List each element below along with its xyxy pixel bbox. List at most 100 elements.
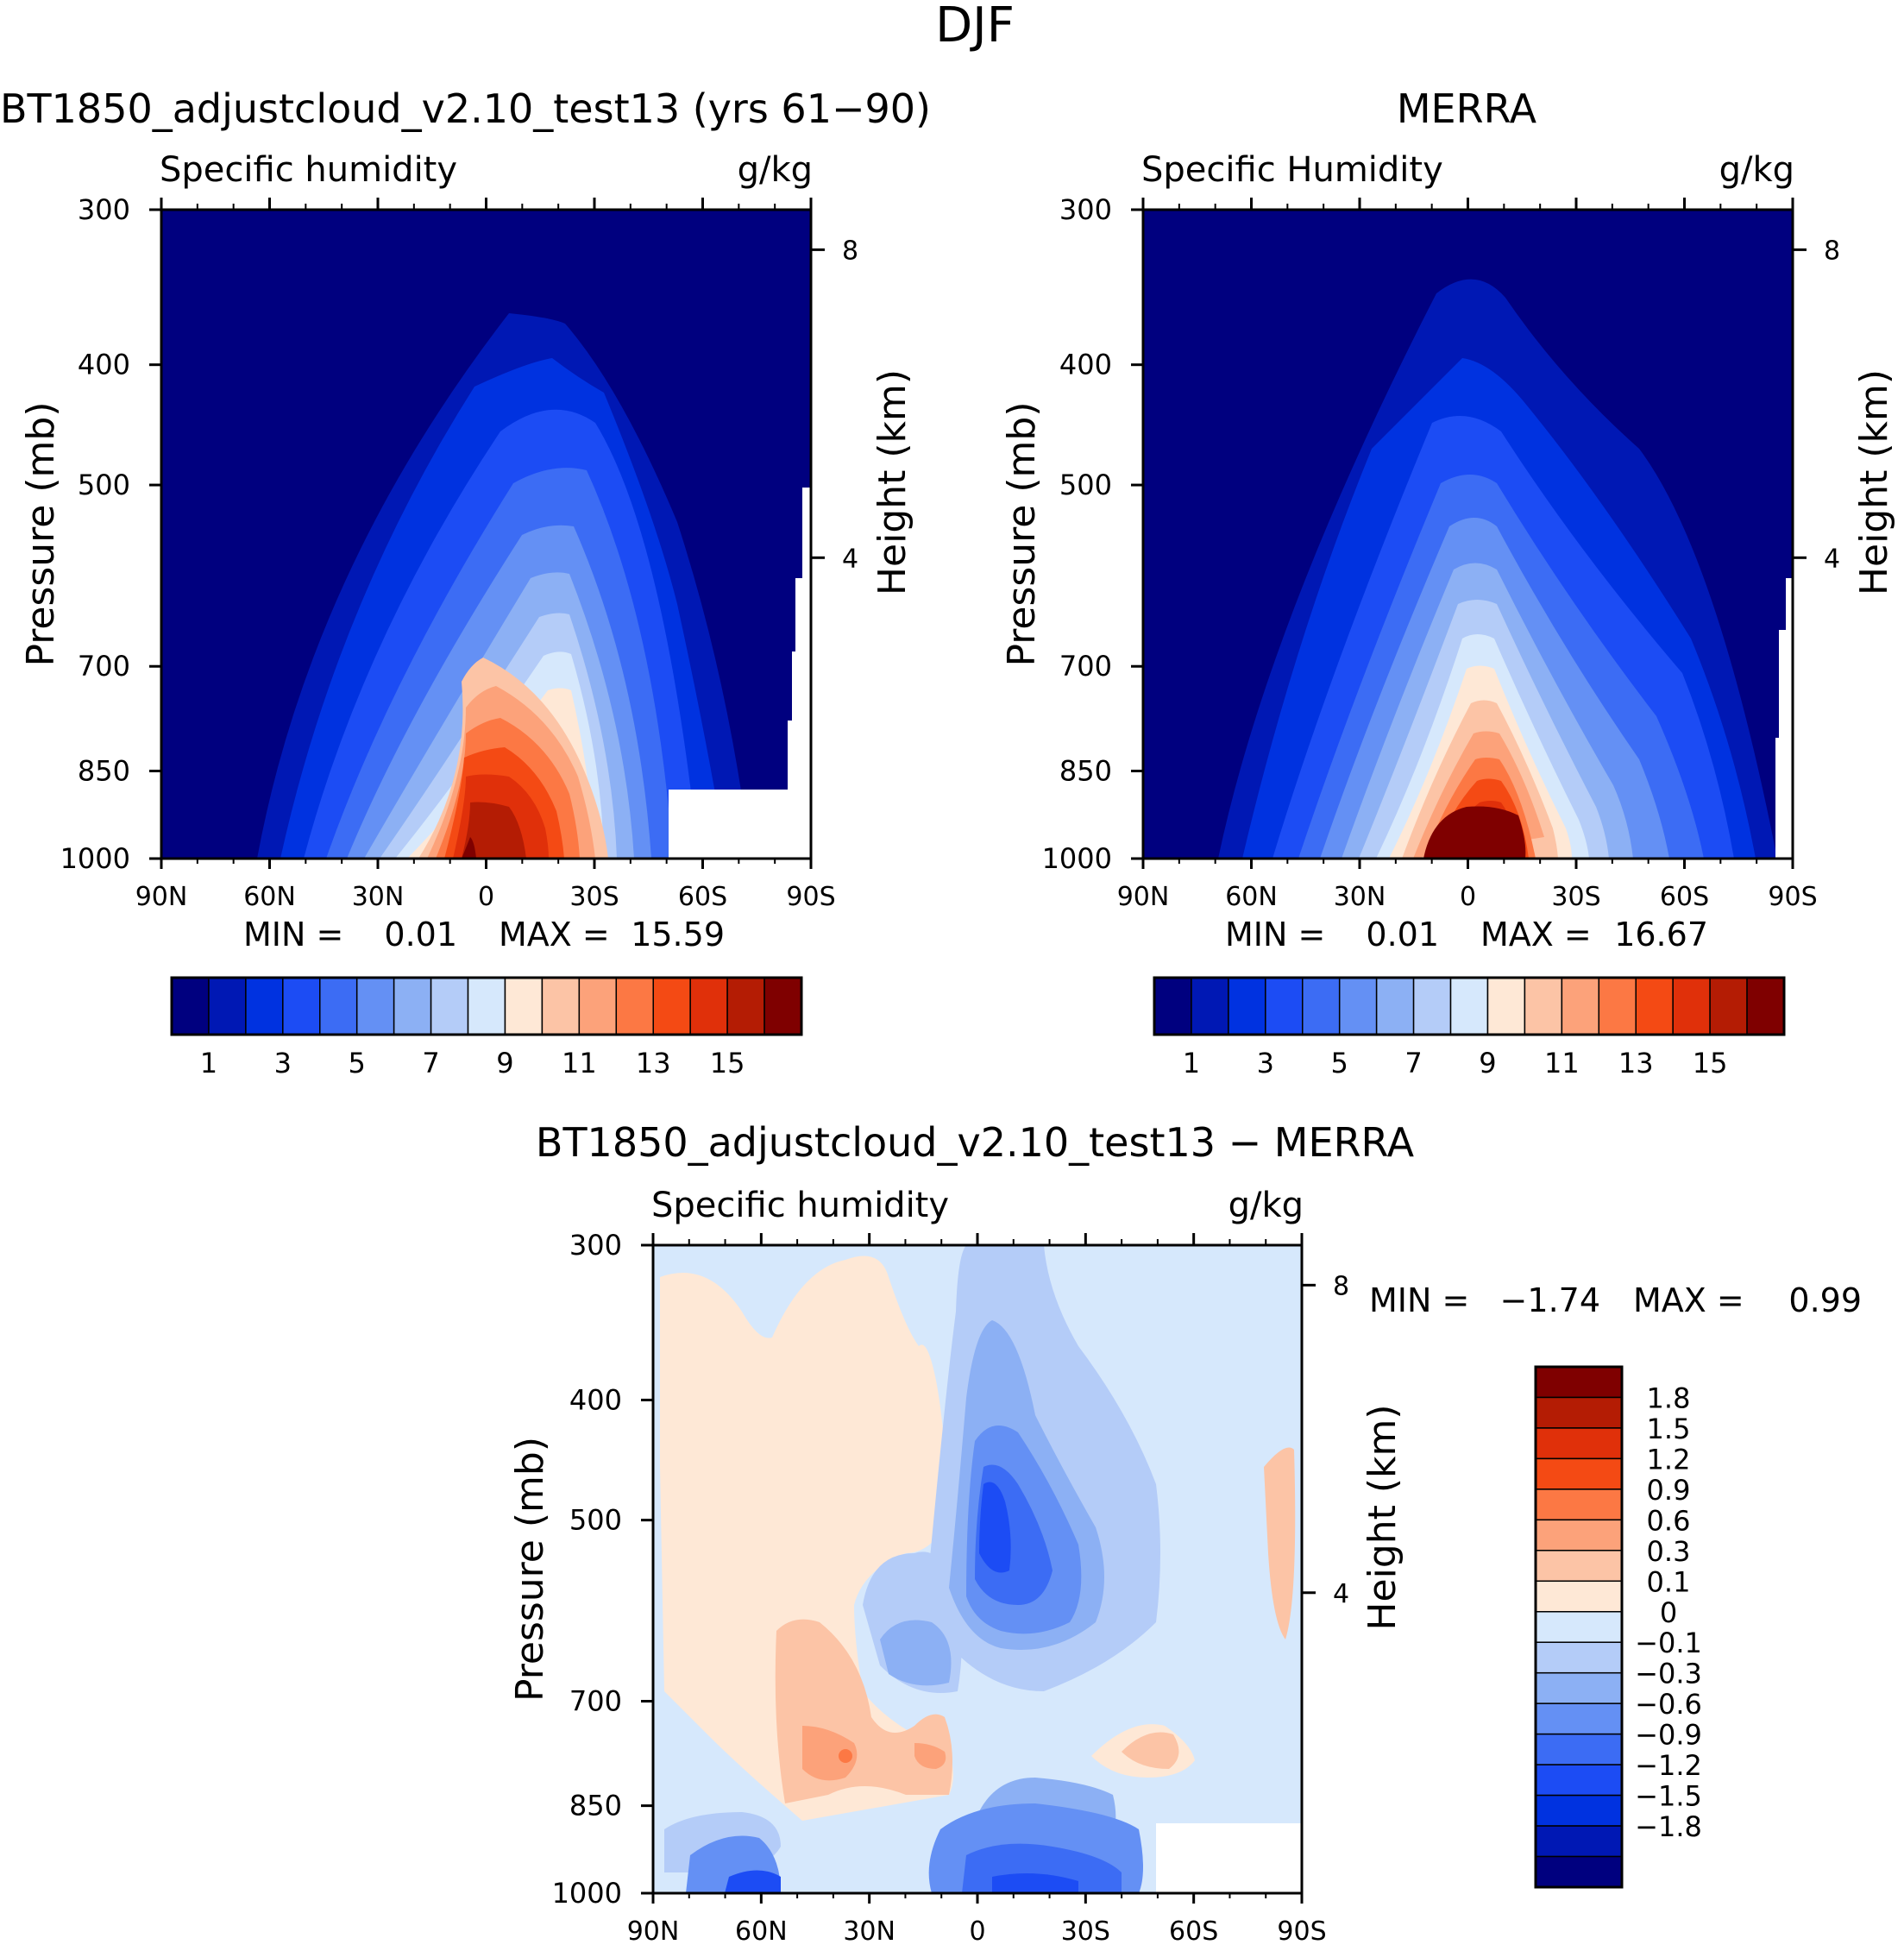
y-axis-title: Pressure (mb) — [508, 1437, 552, 1702]
colorbar-label: −0.3 — [1635, 1658, 1702, 1690]
colorbar-frame — [170, 976, 803, 1036]
y-tick-label: 400 — [78, 349, 130, 381]
x-tick-label: 30N — [1334, 882, 1386, 912]
x-tick-label: 60S — [678, 882, 727, 912]
contour-field — [660, 1245, 1296, 1893]
colorbar: 1 3 5 7 9 11 13 15 — [1153, 976, 1786, 1079]
colorbar-label: 9 — [1479, 1047, 1496, 1079]
min-value: 0.01 — [1366, 916, 1439, 953]
colorbar-swatch — [1265, 977, 1304, 1035]
colorbar-swatch — [1535, 1794, 1623, 1827]
x-tick-label: 0 — [1460, 882, 1476, 912]
y-tick-label: 500 — [78, 469, 130, 501]
max-value: 16.67 — [1614, 916, 1708, 953]
colorbar-label: 15 — [710, 1047, 745, 1079]
page-title: DJF — [935, 0, 1015, 53]
x-tick-label: 60S — [1169, 1916, 1218, 1947]
difference-panel: BT1850_adjustcloud_v2.10_test13 − MERRA … — [508, 1119, 1862, 1947]
missing-region — [1156, 1823, 1302, 1893]
colorbar-swatch — [1449, 977, 1489, 1035]
colorbar-swatch — [1412, 977, 1452, 1035]
axes: 90N 60N 30N 0 30S 60S 90S 300 400 500 700 850 1000 8 4… — [1000, 193, 1896, 912]
panel-subtitle-left: Specific humidity — [651, 1186, 949, 1225]
colorbar-label: 0.6 — [1647, 1504, 1691, 1537]
colorbar-swatch — [652, 977, 691, 1035]
colorbar-swatch — [430, 977, 469, 1035]
axes: 90N 60N 30N 0 30S 60S 90S 300 400 500 700 850 1000 8 4… — [508, 1229, 1404, 1947]
right-axis-title: Height (km) — [1852, 369, 1896, 595]
axes: 90N 60N 30N 0 30S 60S 90S 300 400 500 700 850 1000 8 4… — [19, 193, 914, 912]
x-tick-label: 30N — [843, 1916, 895, 1947]
panel-title: BT1850_adjustcloud_v2.10_test13 (yrs 61−… — [0, 85, 931, 132]
colorbar-swatch — [1535, 1671, 1623, 1704]
panel-title: BT1850_adjustcloud_v2.10_test13 − MERRA — [536, 1119, 1415, 1166]
colorbar-label: 1 — [1183, 1047, 1200, 1079]
colorbar-label: 5 — [1331, 1047, 1348, 1079]
colorbar-label: 11 — [1544, 1047, 1580, 1079]
x-tick-label: 60N — [1225, 882, 1278, 912]
x-tick-label: 30S — [569, 882, 619, 912]
height-tick-label: 4 — [1824, 544, 1840, 574]
y-tick-label: 400 — [1059, 349, 1112, 381]
missing-region — [669, 790, 811, 859]
colorbar-swatch — [1535, 1457, 1623, 1490]
colorbar-label: 5 — [349, 1047, 366, 1079]
x-tick-label: 90N — [627, 1916, 680, 1947]
colorbar-frame — [1534, 1365, 1624, 1889]
min-label: MIN = — [1369, 1281, 1469, 1319]
y-tick-label: 300 — [1059, 193, 1112, 226]
x-tick-label: 90S — [1768, 882, 1817, 912]
x-tick-label: 30N — [352, 882, 405, 912]
colorbar-swatch — [1535, 1611, 1623, 1643]
colorbar-swatch — [208, 977, 247, 1035]
y-tick-label: 700 — [1059, 650, 1112, 683]
colorbar-label: 3 — [274, 1047, 292, 1079]
colorbar-swatch — [763, 977, 802, 1035]
y-axis-title: Pressure (mb) — [1000, 402, 1044, 667]
colorbar-label: −0.1 — [1635, 1627, 1702, 1659]
colorbar-label: 3 — [1257, 1047, 1274, 1079]
colorbar-label: 7 — [1404, 1047, 1422, 1079]
colorbar-swatch — [1535, 1702, 1623, 1735]
colorbar-swatch — [1598, 977, 1637, 1035]
panel-subtitle-left: Specific humidity — [160, 150, 457, 190]
panel-subtitle-right: g/kg — [1719, 150, 1794, 190]
colorbar-swatch — [541, 977, 581, 1035]
colorbar-swatch — [1535, 1550, 1623, 1583]
colorbar-swatch — [1535, 1825, 1623, 1858]
y-tick-label: 1000 — [1042, 842, 1112, 875]
colorbar-label: 9 — [496, 1047, 513, 1079]
x-tick-label: 30S — [1551, 882, 1600, 912]
colorbar-label: 13 — [1618, 1047, 1654, 1079]
colorbar-swatch — [504, 977, 544, 1035]
max-value: 0.99 — [1788, 1281, 1862, 1319]
colorbar-label: 1.5 — [1647, 1413, 1691, 1445]
colorbar-swatch — [578, 977, 618, 1035]
y-tick-label: 300 — [78, 193, 130, 226]
colorbar-swatch — [689, 977, 728, 1035]
missing-edge — [788, 488, 811, 790]
x-tick-label: 90N — [135, 882, 188, 912]
colorbar-label: 15 — [1693, 1047, 1728, 1079]
y-tick-label: 500 — [1059, 469, 1112, 501]
colorbar-label: 0.1 — [1647, 1565, 1691, 1598]
colorbar-swatch — [467, 977, 506, 1035]
colorbar-label: −0.9 — [1635, 1719, 1702, 1752]
min-label: MIN = — [243, 916, 343, 953]
min-label: MIN = — [1225, 916, 1325, 953]
x-tick-label: 60N — [243, 882, 296, 912]
missing-edge — [1775, 578, 1793, 859]
min-value: −1.74 — [1500, 1281, 1600, 1319]
colorbar-label: 1.8 — [1647, 1381, 1691, 1414]
colorbar-label: 0.3 — [1647, 1535, 1691, 1568]
x-tick-label: 90S — [786, 882, 835, 912]
colorbar-label: −0.6 — [1635, 1688, 1702, 1721]
colorbar-label: −1.2 — [1635, 1749, 1702, 1782]
colorbar-swatch — [1535, 1427, 1623, 1460]
max-label: MAX = — [1480, 916, 1592, 953]
colorbar-swatch — [1535, 1764, 1623, 1797]
panel-subtitle-right: g/kg — [738, 150, 813, 190]
panel-title: MERRA — [1397, 85, 1537, 132]
colorbar-label: 11 — [562, 1047, 597, 1079]
